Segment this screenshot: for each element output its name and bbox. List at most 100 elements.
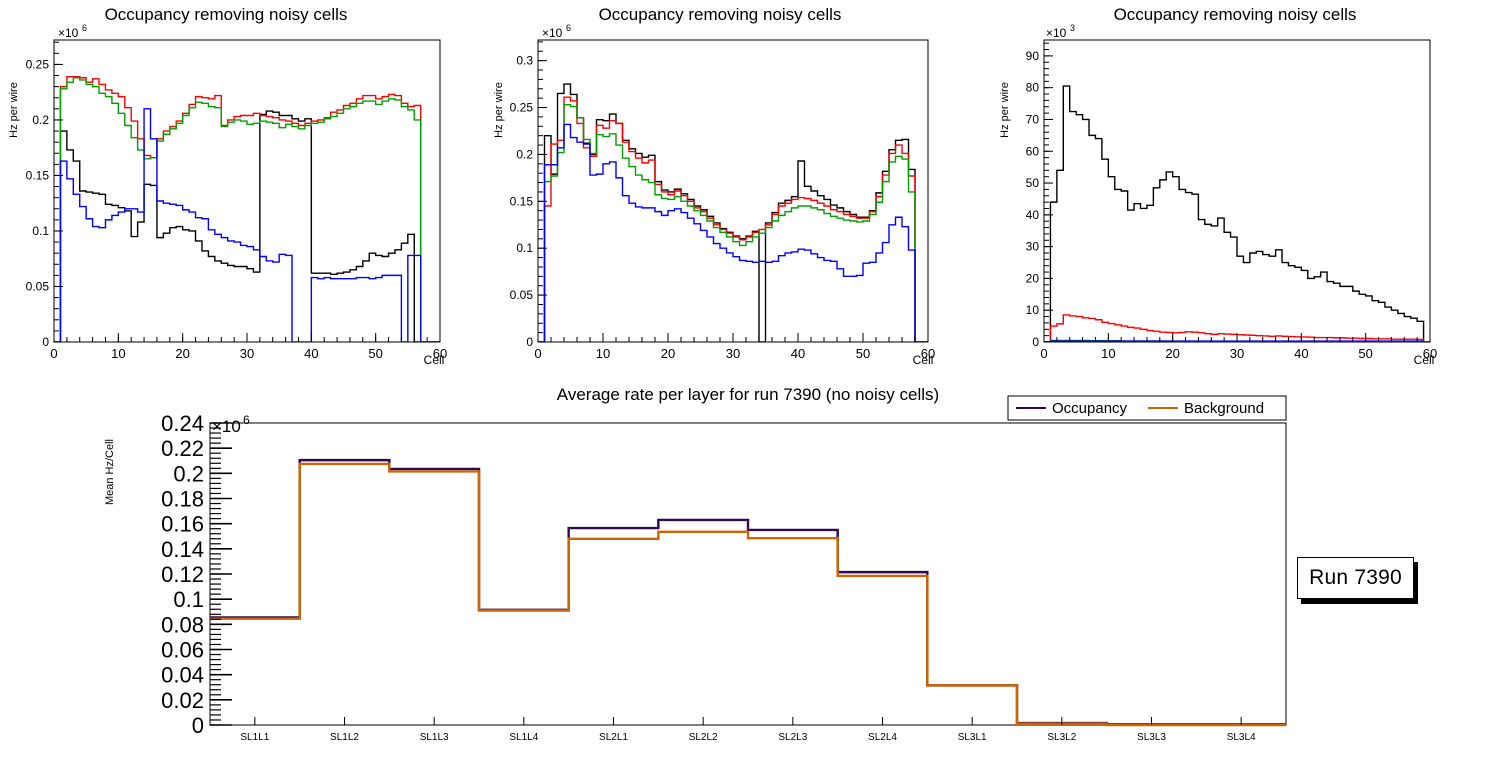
panel-y-tick-label: 0 [526, 335, 533, 349]
panel-1-plot-area: 0 0.05 0.1 0.15 0.2 0.25 0 10 20 30 40 50 60 [26, 39, 447, 361]
panel-3-x-axis-label: Cell [1414, 353, 1435, 367]
panel-bottom-x-tick-label: SL3L1 [958, 732, 987, 743]
panel-y-tick-label: 40 [1026, 208, 1040, 222]
panel-x-tick-label: 10 [596, 346, 610, 361]
panel-bottom-y-tick-label: 0.22 [161, 436, 204, 461]
panel-2-svg: Occupancy removing noisy cells Hz per wi… [493, 5, 935, 367]
panel-3-y-axis-label: Hz per wire [999, 82, 1011, 138]
panel-x-tick-label: 20 [175, 346, 189, 361]
panel-3-title: Occupancy removing noisy cells [1114, 5, 1357, 24]
panel-1-svg: Occupancy removing noisy cells Hz per wi… [8, 5, 447, 367]
panel-x-tick-label: 30 [1230, 346, 1244, 361]
panel-bottom-x-tick-label: SL3L2 [1047, 732, 1076, 743]
panel-y-tick-label: 0 [42, 335, 49, 349]
panel-bottom-legend[interactable]: Occupancy Background [1007, 395, 1287, 421]
panel-1-xticks: 0 10 20 30 40 50 60 [50, 333, 447, 361]
panel-bottom-y-tick-label: 0.14 [161, 537, 204, 562]
panel-2-y-exponent: ×10 [542, 26, 563, 40]
series-black [1044, 85, 1430, 342]
panel-bottom-x-tick-label: SL2L4 [868, 732, 897, 743]
panel-2-yticks: 0 0.05 0.1 0.15 0.2 0.25 0.3 [510, 41, 547, 349]
panel-bottom-plot-area: 00.020.040.060.080.10.120.140.160.180.20… [161, 411, 1287, 743]
panel-3-y-exponent: ×10 [1046, 26, 1067, 40]
panel-y-tick-label: 0.2 [32, 113, 49, 127]
panel-2-title: Occupancy removing noisy cells [599, 5, 842, 24]
panel-y-tick-label: 50 [1026, 176, 1040, 190]
panel-y-tick-label: 20 [1026, 271, 1040, 285]
panel-3-y-exponent-sup: 3 [1070, 23, 1075, 33]
panel-bottom-x-tick-label: SL1L3 [420, 732, 449, 743]
panel-bottom-x-tick-label: SL2L1 [599, 732, 628, 743]
panel-3-plot-area: 0 10 20 30 40 50 60 70 80 90 0 10 20 30 40 50 60 [1026, 39, 1437, 361]
panel-1-yticks: 0 0.05 0.1 0.15 0.2 0.25 [26, 41, 63, 349]
panel-bottom-y-exponent-sup: 6 [243, 413, 250, 427]
series-red [538, 96, 928, 342]
panel-2-curves [538, 83, 928, 342]
legend-label-occupancy: Occupancy [1052, 400, 1128, 417]
panel-bottom-xticks: SL1L1 SL1L2 SL1L3 SL1L4 SL2L1 SL2L2 SL2L3 SL2L4… [240, 717, 1256, 743]
panel-x-tick-label: 40 [1294, 346, 1308, 361]
panel-bottom-y-tick-label: 0.1 [173, 587, 204, 612]
panel-1-yexp-group: ×10 6 [58, 23, 87, 40]
series-occupancy [210, 458, 1286, 726]
panel-3-xticks: 0 10 20 30 40 50 60 [1040, 333, 1437, 361]
panel-2-x-axis-label: Cell [913, 353, 934, 367]
panel-y-tick-label: 10 [1026, 303, 1040, 317]
panel-x-tick-label: 50 [856, 346, 870, 361]
panel-bottom-y-exponent: ×10 [212, 417, 241, 436]
panel-bottom-steps [210, 458, 1286, 727]
series-red [54, 75, 440, 342]
panel-bottom-y-tick-label: 0.04 [161, 663, 204, 688]
panel-occupancy-3: Occupancy removing noisy cells Hz per wi… [990, 0, 1490, 380]
panel-3-yticks: 0 10 20 30 40 50 60 70 80 90 [1026, 42, 1053, 349]
panel-bottom-yticks: 00.020.040.060.080.10.120.140.160.180.20… [161, 411, 232, 738]
panel-occupancy-1: Occupancy removing noisy cells Hz per wi… [0, 0, 470, 380]
panel-y-tick-label: 60 [1026, 144, 1040, 158]
panel-y-tick-label: 80 [1026, 81, 1040, 95]
panel-x-tick-label: 50 [368, 346, 382, 361]
panel-bottom-y-tick-label: 0.12 [161, 562, 204, 587]
panel-x-tick-label: 30 [726, 346, 740, 361]
panel-x-tick-label: 20 [1165, 346, 1179, 361]
panel-bottom-y-tick-label: 0.18 [161, 487, 204, 512]
panel-1-title: Occupancy removing noisy cells [105, 5, 348, 24]
panel-bottom-svg: Average rate per layer for run 7390 (no … [104, 385, 1287, 743]
panel-average-rate: Average rate per layer for run 7390 (no … [0, 380, 1300, 772]
panel-2-frame [537, 39, 929, 343]
panel-1-ylabel-group: Hz per wire [8, 82, 20, 138]
panel-1-curves [54, 75, 440, 342]
series-red [1044, 314, 1430, 342]
panel-x-tick-label: 10 [1101, 346, 1115, 361]
panel-1-title-group: Occupancy removing noisy cells [105, 5, 348, 24]
panel-bottom-x-tick-label: SL1L1 [240, 732, 269, 743]
panel-y-tick-label: 0.1 [32, 224, 49, 238]
series-green [54, 77, 440, 342]
legend-label-background: Background [1184, 400, 1264, 417]
panel-bottom-frame [209, 422, 1287, 726]
panel-y-tick-label: 0.2 [516, 147, 533, 161]
panel-y-tick-label: 0.05 [510, 288, 534, 302]
panel-bottom-y-tick-label: 0.24 [161, 411, 204, 436]
run-label-text: Run 7390 [1309, 566, 1402, 589]
panel-x-tick-label: 60 [1423, 346, 1437, 361]
panel-x-tick-label: 60 [433, 346, 447, 361]
panel-y-tick-label: 0.25 [510, 101, 534, 115]
series-blue [54, 108, 440, 342]
panel-y-tick-label: 0.1 [516, 241, 533, 255]
panel-bottom-y-tick-label: 0.02 [161, 688, 204, 713]
panel-y-tick-label: 0.3 [516, 54, 533, 68]
panel-bottom-x-tick-label: SL3L4 [1227, 732, 1256, 743]
series-black [54, 110, 440, 342]
panel-x-tick-label: 0 [534, 346, 541, 361]
panel-bottom-y-tick-label: 0.16 [161, 512, 204, 537]
panel-2-xticks: 0 10 20 30 40 50 60 [534, 333, 935, 361]
panel-bottom-x-tick-label: SL1L2 [330, 732, 359, 743]
panel-y-tick-label: 0.05 [26, 279, 50, 293]
series-green [538, 104, 928, 342]
panel-x-tick-label: 40 [304, 346, 318, 361]
panel-2-y-exponent-sup: 6 [566, 23, 571, 33]
panel-bottom-y-tick-label: 0.2 [173, 461, 204, 486]
panel-y-tick-label: 0.15 [510, 194, 534, 208]
panel-y-tick-label: 30 [1026, 240, 1040, 254]
